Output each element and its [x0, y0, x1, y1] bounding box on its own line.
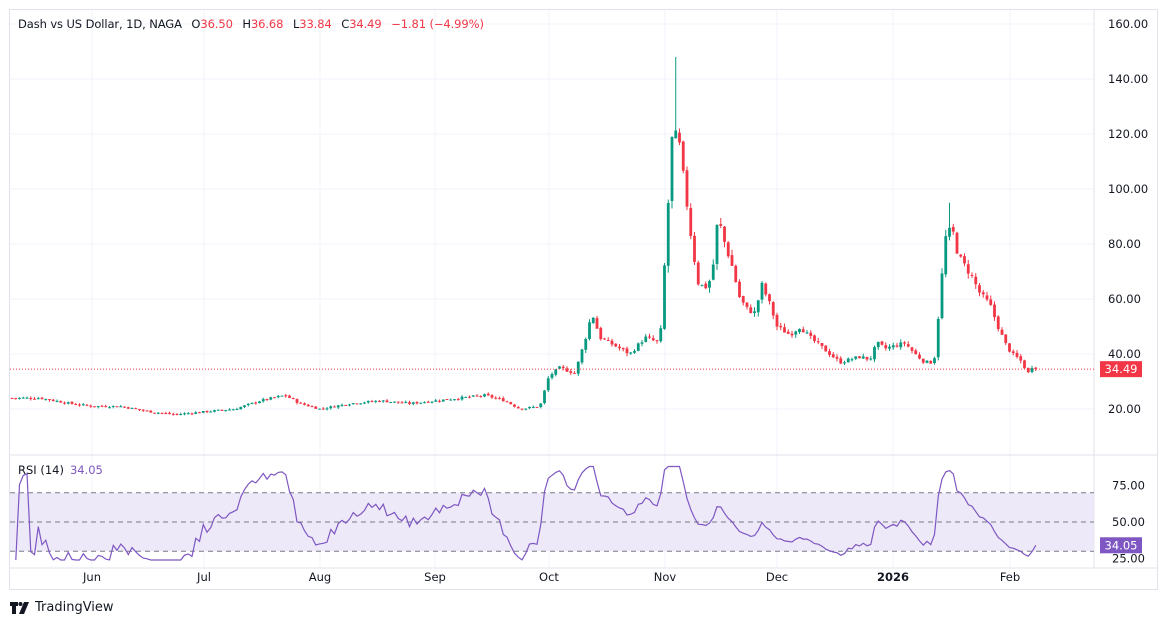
- time-tick-label: Dec: [766, 570, 788, 584]
- price-tick-label: 20.00: [1108, 402, 1141, 416]
- rsi-value: 34.05: [69, 463, 103, 477]
- price-tick-label: 80.00: [1108, 237, 1141, 251]
- rsi-tick-label: 75.00: [1112, 479, 1145, 493]
- symbol-legend: Dash vs US Dollar, 1D, NAGA O36.50 H36.6…: [18, 17, 484, 31]
- price-tick-label: 120.00: [1108, 127, 1148, 141]
- low-value: 33.84: [299, 17, 332, 31]
- open-label: O: [191, 17, 201, 31]
- tradingview-branding[interactable]: TradingView: [10, 600, 114, 615]
- rsi-legend: RSI (14) 34.05: [18, 463, 103, 477]
- price-tick-label: 100.00: [1108, 182, 1148, 196]
- low-label: L: [292, 17, 300, 31]
- high-label: H: [242, 17, 251, 31]
- time-tick-label: Jul: [196, 570, 211, 584]
- price-tick-label: 160.00: [1108, 17, 1148, 31]
- time-tick-label: Feb: [1000, 570, 1020, 584]
- last-price-badge: [1100, 361, 1142, 378]
- time-tick-label: Jun: [82, 570, 101, 584]
- open-value: 36.50: [200, 17, 233, 31]
- rsi-line: [15, 465, 1037, 561]
- rsi-value-badge: [1100, 537, 1142, 554]
- close-value: 34.49: [349, 17, 382, 31]
- tradingview-logo-icon: [10, 601, 29, 614]
- change-value: −1.81 (−4.99%): [391, 17, 484, 31]
- high-value: 36.68: [250, 17, 284, 31]
- time-tick-label: 2026: [877, 570, 909, 584]
- price-tick-label: 140.00: [1108, 72, 1148, 86]
- rsi-label[interactable]: RSI (14): [18, 463, 64, 477]
- price-tick-label: 60.00: [1108, 292, 1141, 306]
- brand-name: TradingView: [35, 600, 114, 615]
- grid-lines: [10, 10, 1157, 569]
- last-price-line: 34.49 34.05: [10, 361, 1142, 554]
- last-price-label: 34.49: [1105, 362, 1138, 376]
- rsi-tick-label: 25.00: [1112, 552, 1145, 566]
- candlestick-series: [10, 57, 1038, 416]
- time-tick-label: Aug: [309, 570, 331, 584]
- time-tick-label: Sep: [424, 570, 446, 584]
- time-tick-label: Nov: [654, 570, 677, 584]
- rsi-band: [10, 492, 1094, 552]
- rsi-value-label: 34.05: [1105, 538, 1138, 552]
- price-tick-label: 40.00: [1108, 347, 1141, 361]
- time-tick-label: Oct: [539, 570, 559, 584]
- symbol-title[interactable]: Dash vs US Dollar, 1D, NAGA: [18, 17, 182, 31]
- rsi-tick-label: 50.00: [1112, 515, 1145, 529]
- close-label: C: [341, 17, 350, 31]
- axes: 160.00 140.00 120.00 100.00 80.00 60.00 40.00 2…: [82, 17, 1148, 584]
